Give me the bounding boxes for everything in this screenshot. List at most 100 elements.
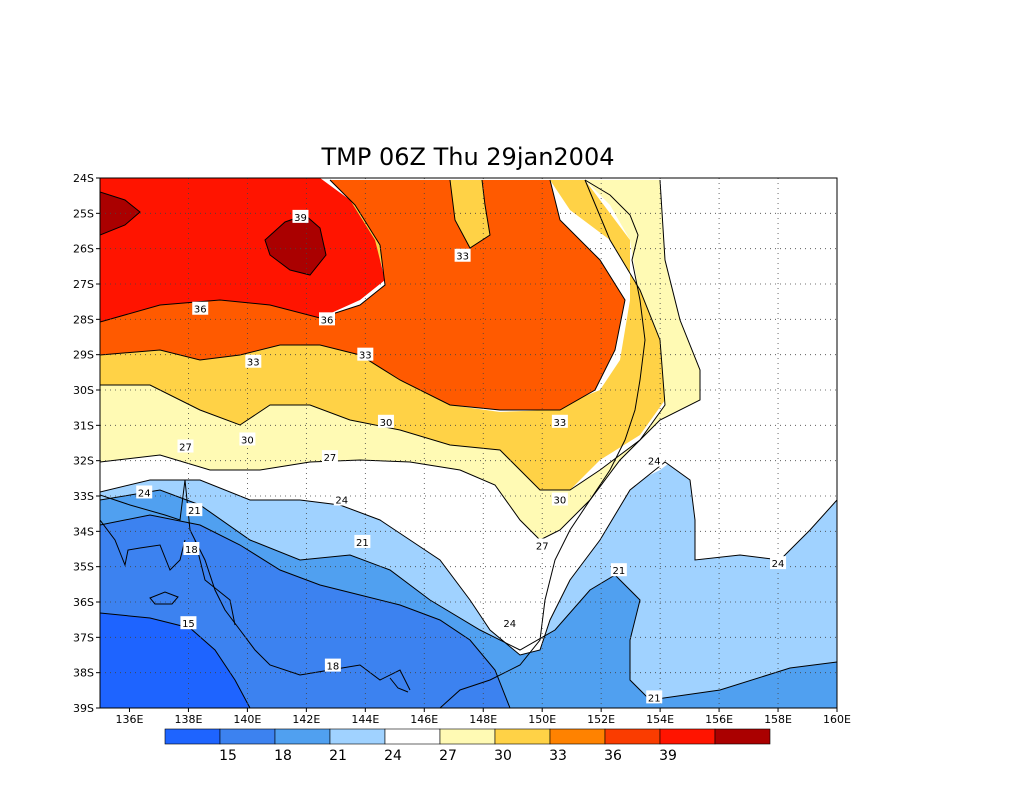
colorbar-swatch <box>329 728 386 745</box>
coastline <box>100 179 646 708</box>
map-frame <box>99 177 838 709</box>
band-36-39 <box>100 178 385 322</box>
y-tick-label: 36S <box>73 596 94 609</box>
contour-label: 15 <box>180 616 197 630</box>
x-tick-label: 158E <box>764 713 792 726</box>
y-tick-label: 30S <box>73 384 94 397</box>
contour-label: 18 <box>183 542 200 556</box>
y-tick-label: 24S <box>73 172 94 185</box>
contour-label: 27 <box>534 538 551 552</box>
contour-label: 21 <box>186 503 203 517</box>
svg-text:21: 21 <box>612 566 625 577</box>
svg-text:18: 18 <box>327 662 340 673</box>
colorbar: 15 18 21 24 27 30 33 36 39 <box>164 728 771 764</box>
svg-text:24: 24 <box>335 496 348 507</box>
colorbar-label: 15 <box>219 748 237 764</box>
band-below-15 <box>100 613 250 708</box>
svg-text:15: 15 <box>182 619 195 630</box>
svg-text:33: 33 <box>359 351 372 362</box>
y-tick-label: 37S <box>73 631 94 644</box>
svg-text:33: 33 <box>456 252 469 263</box>
y-tick-label: 34S <box>73 525 94 538</box>
contour-label: 24 <box>136 485 153 499</box>
x-tick-label: 140E <box>233 713 261 726</box>
contour-label: 24 <box>333 492 350 507</box>
contour-label: 33 <box>357 347 374 362</box>
svg-text:24: 24 <box>648 457 661 468</box>
contour-labels: 39 33 36 36 33 33 30 30 33 27 27 24 24 30 24 21 18 21 27 21… <box>136 209 787 704</box>
y-tick-label: 27S <box>73 278 94 291</box>
contour-label: 36 <box>192 301 209 316</box>
colorbar-swatch <box>659 728 716 745</box>
colorbar-swatch <box>714 728 771 745</box>
x-tick-label: 150E <box>528 713 556 726</box>
colorbar-swatch <box>384 728 441 745</box>
x-tick-label: 136E <box>116 713 144 726</box>
x-tick-label: 154E <box>646 713 674 726</box>
y-tick-label: 26S <box>73 243 94 256</box>
y-tick-label: 31S <box>73 419 94 432</box>
svg-text:27: 27 <box>324 453 337 464</box>
svg-text:36: 36 <box>321 315 334 326</box>
svg-text:30: 30 <box>380 418 393 429</box>
contour-label: 27 <box>321 450 338 464</box>
svg-text:33: 33 <box>247 358 260 369</box>
y-tick-label: 29S <box>73 349 94 362</box>
x-tick-label: 144E <box>351 713 379 726</box>
y-tick-label: 32S <box>73 455 94 468</box>
colorbar-label: 21 <box>329 748 347 764</box>
x-tick-label: 152E <box>587 713 615 726</box>
x-tick-label: 146E <box>410 713 438 726</box>
x-axis-ticks: 136E 138E 140E 142E 144E 146E 148E 150E 152E 154E… <box>116 708 851 726</box>
band-21-24 <box>100 462 837 700</box>
contour-label: 33 <box>551 414 568 429</box>
contour-label: 33 <box>454 248 471 263</box>
colorbar-label: 30 <box>494 748 512 764</box>
colorbar-swatch <box>274 728 331 745</box>
svg-text:24: 24 <box>772 559 785 570</box>
contour-label: 27 <box>177 439 194 454</box>
colorbar-swatch <box>604 728 661 745</box>
contour-label: 30 <box>239 432 256 446</box>
y-tick-label: 35S <box>73 561 94 574</box>
svg-text:36: 36 <box>194 305 207 316</box>
svg-text:39: 39 <box>294 213 307 224</box>
svg-text:24: 24 <box>503 619 516 630</box>
contour-label: 21 <box>610 563 627 577</box>
svg-text:21: 21 <box>188 506 201 517</box>
band-24-27 <box>100 430 837 655</box>
y-tick-label: 25S <box>73 207 94 220</box>
contour-label: 18 <box>324 658 341 673</box>
colorbar-label: 24 <box>384 748 402 764</box>
band-18-21 <box>100 490 837 708</box>
colorbar-swatch <box>164 728 221 745</box>
svg-text:18: 18 <box>185 545 198 556</box>
y-tick-label: 28S <box>73 313 94 326</box>
y-axis-ticks: 24S 25S 26S 27S 28S 29S 30S 31S 32S 33S 34S 35S 36S 3… <box>73 172 100 715</box>
contour-label: 39 <box>292 209 309 224</box>
colorbar-swatch <box>494 728 551 745</box>
colorbar-label: 39 <box>659 748 677 764</box>
svg-text:27: 27 <box>179 443 192 454</box>
svg-text:33: 33 <box>554 418 567 429</box>
colorbar-label: 33 <box>549 748 567 764</box>
colorbar-swatch <box>219 728 276 745</box>
x-tick-label: 156E <box>705 713 733 726</box>
svg-text:30: 30 <box>554 496 567 507</box>
x-tick-label: 160E <box>823 713 851 726</box>
y-tick-label: 38S <box>73 667 94 680</box>
svg-text:21: 21 <box>356 538 369 549</box>
y-tick-label: 33S <box>73 490 94 503</box>
band-above-39-a <box>265 215 326 275</box>
contour-label: 36 <box>318 312 335 326</box>
band-33-36 <box>100 180 625 410</box>
svg-text:30: 30 <box>241 435 254 446</box>
x-tick-label: 148E <box>469 713 497 726</box>
x-tick-label: 142E <box>292 713 320 726</box>
contour-label: 30 <box>551 492 568 507</box>
contour-label: 24 <box>770 556 787 570</box>
colorbar-swatch <box>439 728 496 745</box>
contour-label: 30 <box>377 414 394 429</box>
y-tick-label: 39S <box>73 702 94 715</box>
